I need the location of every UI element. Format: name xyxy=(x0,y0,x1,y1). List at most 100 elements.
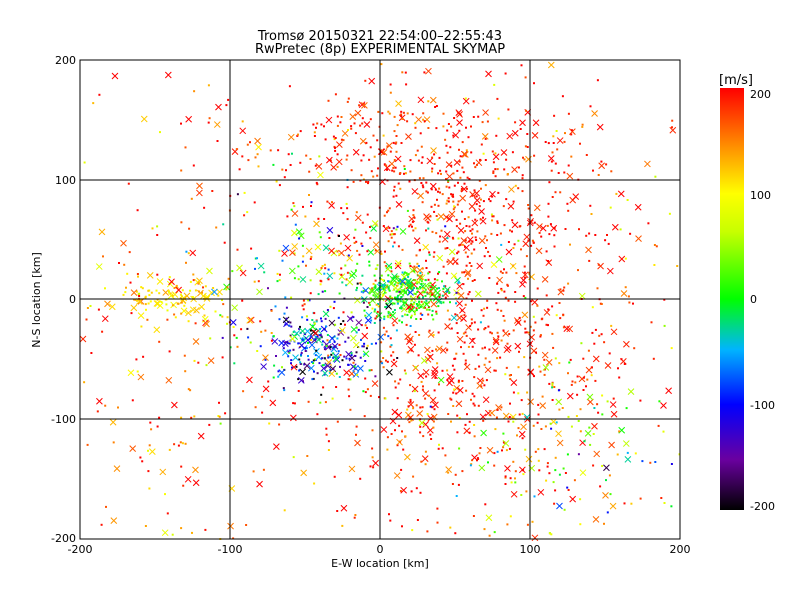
scatter-point-x-marker xyxy=(606,267,614,275)
scatter-point xyxy=(504,373,507,376)
scatter-point xyxy=(254,156,257,159)
scatter-point xyxy=(346,154,349,157)
scatter-point xyxy=(520,64,523,67)
scatter-points xyxy=(79,61,681,542)
scatter-point-x-marker xyxy=(473,197,481,204)
scatter-point xyxy=(385,164,388,167)
scatter-point-x-marker xyxy=(579,469,587,477)
scatter-point xyxy=(420,300,423,303)
scatter-point xyxy=(333,475,336,478)
scatter-point-x-marker xyxy=(291,210,299,217)
scatter-point xyxy=(465,389,468,392)
scatter-point xyxy=(369,237,372,240)
scatter-point-x-marker xyxy=(627,388,635,395)
scatter-point xyxy=(541,395,544,398)
scatter-point-x-marker xyxy=(485,70,492,78)
scatter-point xyxy=(551,399,554,401)
scatter-point xyxy=(533,82,535,85)
scatter-point xyxy=(409,285,412,288)
scatter-point xyxy=(290,359,293,362)
scatter-point xyxy=(435,105,438,107)
scatter-point xyxy=(355,351,358,354)
scatter-point xyxy=(350,125,353,128)
scatter-point-x-marker xyxy=(298,342,306,349)
scatter-point-x-marker xyxy=(206,267,213,275)
scatter-point xyxy=(453,184,456,187)
scatter-point xyxy=(452,193,454,196)
scatter-point xyxy=(518,316,521,319)
scatter-point xyxy=(447,180,450,183)
scatter-point xyxy=(340,138,343,141)
scatter-point-x-marker xyxy=(432,401,439,409)
x-tick-label: -200 xyxy=(68,543,93,556)
scatter-point xyxy=(330,353,333,356)
scatter-point-x-marker xyxy=(543,309,551,316)
scatter-point xyxy=(562,326,565,329)
scatter-point xyxy=(203,314,206,317)
scatter-point-x-marker xyxy=(260,363,267,370)
scatter-point-x-marker xyxy=(395,200,403,208)
scatter-point xyxy=(431,349,434,352)
scatter-point-x-marker xyxy=(98,228,106,236)
scatter-point xyxy=(290,362,292,365)
scatter-point xyxy=(158,292,161,295)
scatter-point-x-marker xyxy=(478,464,486,472)
scatter-point xyxy=(333,272,336,275)
scatter-point xyxy=(473,279,476,281)
scatter-point xyxy=(454,357,457,360)
scatter-point xyxy=(336,250,339,253)
scatter-point xyxy=(297,133,299,136)
scatter-point xyxy=(453,117,456,119)
scatter-point xyxy=(593,407,596,409)
scatter-point xyxy=(473,376,476,379)
scatter-point xyxy=(430,286,433,288)
scatter-point-x-marker xyxy=(362,287,370,294)
scatter-point xyxy=(479,218,482,221)
scatter-point xyxy=(408,291,411,294)
scatter-point xyxy=(367,182,369,185)
scatter-point xyxy=(481,121,484,124)
scatter-point-x-marker xyxy=(207,357,215,364)
scatter-point xyxy=(378,396,380,399)
scatter-point xyxy=(601,465,604,467)
scatter-point xyxy=(392,227,395,230)
scatter-point-x-marker xyxy=(254,137,261,145)
scatter-point xyxy=(394,142,397,145)
scatter-point xyxy=(191,296,194,298)
scatter-point xyxy=(461,470,464,473)
scatter-point-x-marker xyxy=(525,455,533,463)
scatter-point xyxy=(437,204,440,207)
scatter-point xyxy=(435,312,438,315)
scatter-point xyxy=(380,360,383,363)
scatter-point xyxy=(254,257,257,260)
scatter-point xyxy=(380,341,383,344)
scatter-point-x-marker xyxy=(343,233,350,241)
scatter-point xyxy=(285,317,288,320)
scatter-point xyxy=(473,424,476,426)
scatter-point-x-marker xyxy=(411,188,419,195)
scatter-point xyxy=(456,203,459,206)
scatter-point xyxy=(365,347,368,350)
scatter-point xyxy=(517,321,520,324)
scatter-point xyxy=(506,523,509,526)
scatter-point xyxy=(136,209,139,212)
scatter-point xyxy=(555,130,558,132)
scatter-point xyxy=(500,309,503,312)
scatter-point xyxy=(547,202,550,205)
scatter-point xyxy=(323,263,326,266)
scatter-point xyxy=(400,285,403,288)
scatter-point xyxy=(305,154,308,157)
scatter-point xyxy=(549,422,552,425)
scatter-point xyxy=(553,245,556,248)
scatter-point xyxy=(309,257,312,260)
scatter-point xyxy=(628,301,631,304)
scatter-point xyxy=(483,255,486,258)
scatter-point xyxy=(432,255,435,258)
scatter-point-x-marker xyxy=(189,249,197,257)
scatter-point xyxy=(473,248,476,251)
scatter-point xyxy=(382,284,385,287)
scatter-point xyxy=(478,365,481,368)
scatter-point-x-marker xyxy=(471,454,478,461)
scatter-point xyxy=(292,331,295,333)
scatter-point xyxy=(257,165,260,168)
